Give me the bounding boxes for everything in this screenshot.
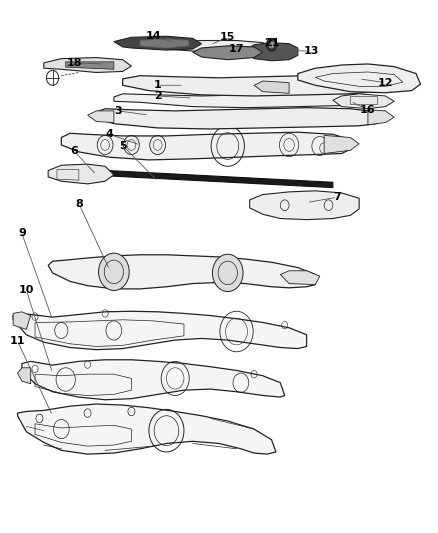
Polygon shape (140, 39, 188, 48)
Polygon shape (114, 93, 372, 108)
Text: 8: 8 (75, 199, 83, 208)
Text: 13: 13 (303, 46, 319, 56)
Polygon shape (44, 58, 131, 72)
Text: 10: 10 (18, 285, 34, 295)
Polygon shape (158, 41, 272, 52)
Polygon shape (61, 132, 350, 160)
Polygon shape (48, 164, 114, 184)
Polygon shape (22, 360, 285, 400)
Text: 14: 14 (145, 31, 161, 41)
Text: 3: 3 (114, 106, 122, 116)
Text: 1: 1 (154, 80, 162, 90)
Polygon shape (254, 81, 289, 93)
Text: 11: 11 (10, 336, 25, 346)
Text: 7: 7 (333, 192, 341, 202)
Text: 12: 12 (378, 78, 393, 87)
Polygon shape (66, 62, 114, 69)
Polygon shape (123, 76, 385, 96)
Polygon shape (96, 108, 385, 129)
Text: 5: 5 (119, 141, 127, 150)
Polygon shape (88, 111, 114, 123)
Polygon shape (114, 36, 201, 50)
Polygon shape (245, 43, 298, 61)
Polygon shape (48, 255, 315, 289)
Polygon shape (280, 271, 320, 285)
Circle shape (212, 254, 243, 292)
Text: 4: 4 (106, 130, 113, 139)
Text: 17: 17 (229, 44, 244, 54)
Polygon shape (88, 169, 333, 188)
Circle shape (266, 38, 277, 51)
Text: 15: 15 (220, 33, 236, 42)
Polygon shape (13, 312, 31, 329)
Text: 9: 9 (18, 229, 26, 238)
Polygon shape (18, 368, 31, 384)
Polygon shape (324, 135, 359, 154)
Polygon shape (18, 404, 276, 454)
Polygon shape (333, 94, 394, 109)
Polygon shape (250, 191, 359, 220)
Polygon shape (13, 311, 307, 350)
Text: 21: 21 (264, 38, 279, 47)
Polygon shape (368, 110, 394, 125)
Circle shape (99, 253, 129, 290)
Polygon shape (298, 64, 420, 93)
Polygon shape (193, 46, 263, 60)
Circle shape (269, 42, 274, 48)
Text: 18: 18 (67, 58, 82, 68)
Text: 16: 16 (360, 105, 376, 115)
Text: 6: 6 (71, 147, 78, 156)
Text: 2: 2 (154, 91, 162, 101)
